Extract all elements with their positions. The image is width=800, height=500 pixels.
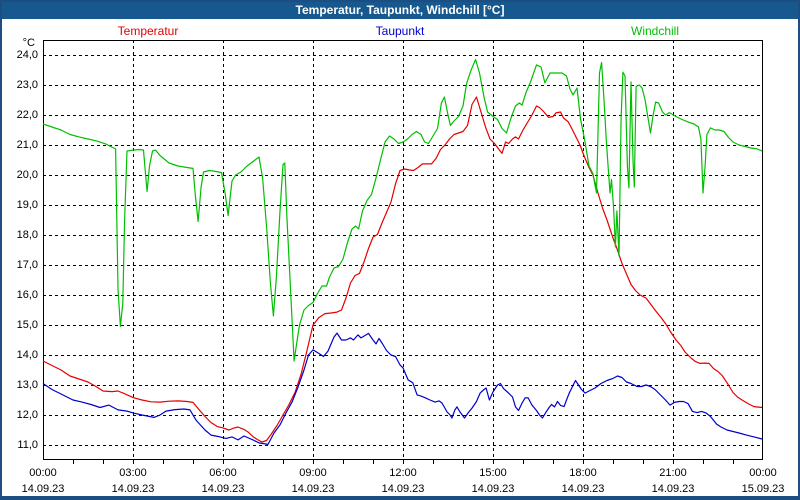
y-tick-label: 11,0 — [17, 439, 38, 451]
y-axis-unit-label: °C — [22, 37, 35, 49]
series-taupunkt — [42, 332, 763, 445]
x-tick-date: 14.09.23 — [381, 483, 425, 495]
x-tick-date: 14.09.23 — [561, 483, 605, 495]
x-tick-time: 06:00 — [209, 467, 237, 479]
x-tick-date: 14.09.23 — [651, 483, 695, 495]
y-tick-label: 13,0 — [16, 379, 38, 391]
y-tick-label: 16,0 — [16, 289, 38, 301]
y-tick-label: 14,0 — [16, 349, 38, 361]
x-tick-time: 18:00 — [569, 467, 597, 479]
window-title: Temperatur, Taupunkt, Windchill [°C] — [295, 2, 505, 17]
y-tick-label: 20,0 — [16, 169, 38, 181]
x-tick-time: 21:00 — [659, 467, 687, 479]
y-tick-label: 17,0 — [16, 259, 38, 271]
y-tick-label: 23,0 — [16, 79, 38, 91]
y-tick-label: 19,0 — [16, 199, 38, 211]
legend-windchill: Windchill — [630, 24, 680, 38]
y-tick-label: 21,0 — [16, 139, 38, 151]
x-tick-date: 14.09.23 — [471, 483, 515, 495]
y-tick-label: 18,0 — [16, 229, 38, 241]
x-tick-time: 03:00 — [119, 467, 147, 479]
y-tick-label: 15,0 — [16, 319, 38, 331]
x-tick-date: 14.09.23 — [111, 483, 155, 495]
y-tick-label: 12,0 — [16, 409, 38, 421]
y-tick-label: 22,0 — [16, 109, 38, 121]
x-tick-date: 14.09.23 — [21, 483, 65, 495]
y-tick-label: 24,0 — [16, 49, 38, 61]
plot-border — [43, 40, 763, 460]
x-tick-date: 15.09.23 — [741, 483, 785, 495]
series-windchill — [42, 58, 763, 362]
x-tick-time: 00:00 — [29, 467, 57, 479]
x-tick-time: 15:00 — [479, 467, 507, 479]
legend-temperatur: Temperatur — [117, 24, 179, 38]
x-tick-time: 09:00 — [299, 467, 327, 479]
series-temperatur — [42, 96, 763, 443]
x-tick-time: 12:00 — [389, 467, 417, 479]
x-tick-time: 00:00 — [749, 467, 777, 479]
x-tick-date: 14.09.23 — [201, 483, 245, 495]
x-tick-date: 14.09.23 — [291, 483, 335, 495]
legend-taupunkt: Taupunkt — [375, 24, 425, 38]
title-bar: Temperatur, Taupunkt, Windchill [°C] — [0, 0, 800, 19]
